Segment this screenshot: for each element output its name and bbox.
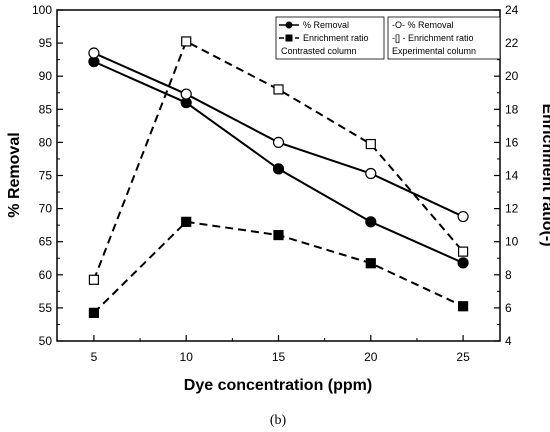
y-right-tick-label: 12 xyxy=(505,202,519,216)
legend-marker-removal-contrasted xyxy=(285,21,293,29)
series-3-point xyxy=(457,246,469,257)
y-right-tick-label: 10 xyxy=(505,235,519,249)
legend-label-enrichment-experimental: -[] - Enrichment ratio xyxy=(392,33,474,43)
y-left-tick-label: 95 xyxy=(39,36,53,50)
series-layer xyxy=(88,36,469,318)
figure-caption: (b) xyxy=(270,413,287,428)
legend-contrasted: % Removal Enrichment ratio Contrasted co… xyxy=(275,16,385,60)
legend-note-contrasted: Contrasted column xyxy=(281,46,357,56)
y-axis-right-title: Enrichment ratio(-) xyxy=(539,103,550,246)
y-right-tick-label: 24 xyxy=(505,3,519,17)
y-left-tick-label: 75 xyxy=(39,169,53,183)
y-right-tick-label: 22 xyxy=(505,36,519,50)
plot-frame xyxy=(56,9,501,342)
y-right-tick-label: 8 xyxy=(505,268,512,282)
x-axis-title: Dye concentration (ppm) xyxy=(184,377,372,394)
legend-experimental: -O- % Removal -[] - Enrichment ratio Exp… xyxy=(387,16,501,60)
x-tick-label: 15 xyxy=(272,350,286,364)
series-1-point xyxy=(457,301,469,312)
y-left-tick-label: 90 xyxy=(39,69,53,83)
x-tick-label: 10 xyxy=(180,350,194,364)
legend-label-enrichment-contrasted: Enrichment ratio xyxy=(303,33,369,43)
y-right-tick-label: 16 xyxy=(505,135,519,149)
y-axis-left-title: % Removal xyxy=(6,132,23,217)
y-left-tick-label: 65 xyxy=(39,235,53,249)
series-2-point xyxy=(180,88,192,100)
legend-note-experimental: Experimental column xyxy=(392,46,476,56)
y-right-tick-label: 20 xyxy=(505,69,519,83)
series-2-point xyxy=(88,47,100,59)
y-right-tick-label: 4 xyxy=(505,334,512,348)
y-left-tick-label: 60 xyxy=(39,268,53,282)
legend-box-contrasted xyxy=(275,16,385,60)
series-3-line xyxy=(92,40,464,281)
series-0-point xyxy=(272,163,285,175)
series-1-point xyxy=(365,258,376,269)
y-right-tick-label: 6 xyxy=(505,301,512,315)
y-right-tick-label: 14 xyxy=(505,169,519,183)
y-right-tick-label: 18 xyxy=(505,102,519,116)
series-3-point xyxy=(273,84,284,95)
series-2-point xyxy=(457,210,469,223)
y-left-tick-label: 50 xyxy=(39,334,53,348)
legend-label-removal-experimental: -O- % Removal xyxy=(392,20,454,30)
y-left-tick-label: 85 xyxy=(39,102,53,116)
series-3-point xyxy=(88,274,100,285)
legend-marker-enrichment-contrasted xyxy=(285,34,293,42)
y-left-tick-label: 80 xyxy=(39,135,53,149)
series-1-point xyxy=(181,216,192,227)
series-1-point xyxy=(88,307,100,318)
x-tick-label: 5 xyxy=(91,350,98,364)
legend-label-removal-contrasted: % Removal xyxy=(303,20,349,30)
y-left-tick-label: 100 xyxy=(32,3,52,17)
series-0-point xyxy=(365,216,377,228)
y-left-tick-label: 70 xyxy=(39,202,53,216)
legend-box-experimental xyxy=(387,16,501,60)
series-3-point xyxy=(365,138,376,150)
series-2-point xyxy=(365,167,377,180)
x-tick-label: 25 xyxy=(456,350,470,364)
series-1-point xyxy=(273,229,284,241)
series-2-point xyxy=(272,136,285,148)
y-left-tick-label: 55 xyxy=(39,301,53,315)
axis-ticks: 5 10 15 20 25 50 55 60 65 70 75 80 85 90 95 100 4 6 8 10 12 1… xyxy=(32,3,519,364)
x-tick-label: 20 xyxy=(364,350,378,364)
series-0-point xyxy=(457,257,469,269)
series-2-line xyxy=(93,52,464,218)
series-3-point xyxy=(181,36,192,47)
